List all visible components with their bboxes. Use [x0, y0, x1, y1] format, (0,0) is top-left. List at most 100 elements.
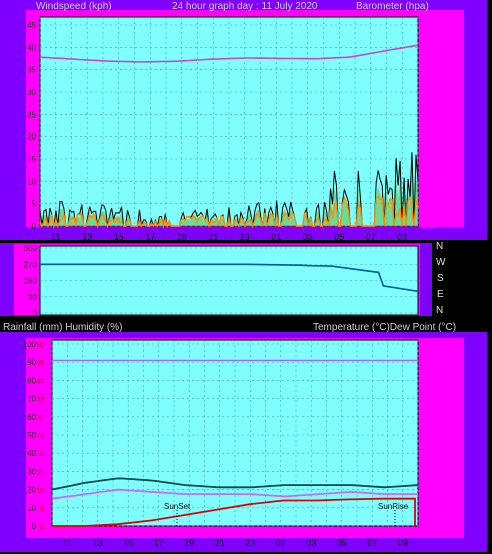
compass-n-bottom: N: [436, 305, 443, 316]
compass-e: E: [437, 289, 444, 300]
sunrise-label: SunRise: [378, 502, 409, 511]
humidity-tick-label: 50: [27, 431, 36, 440]
humidity-tick-label: 20: [27, 486, 36, 495]
barometer-axis-title: Barometer (hpa): [356, 1, 429, 12]
temperature-tick-label: 30: [426, 388, 434, 395]
windspeed-tick-label: 5: [32, 200, 37, 209]
temperature-tick-label: 35: [426, 365, 434, 372]
temperature-tick-label: 25: [426, 410, 434, 417]
top-x-tick-label: 15: [114, 232, 124, 242]
barometer-tick-label: 980: [422, 204, 434, 211]
direction-tick-label: 180: [24, 277, 38, 286]
top-plot-area: [39, 16, 419, 227]
temp-dewpoint-axis-title: Temperature (°C)Dew Point (°C): [313, 322, 456, 333]
bottom-x-tick-label: 17: [154, 538, 164, 548]
windspeed-tick-label: 15: [27, 155, 36, 164]
windspeed-tick-label: 40: [27, 43, 36, 52]
bottom-x-tick-label: 21: [215, 538, 225, 548]
rainfall-tick-label: 5: [40, 506, 44, 513]
barometer-tick-label: 1025: [422, 23, 438, 30]
wind-average-line: [39, 195, 419, 229]
humidity-tick-label: 70: [27, 395, 36, 404]
humidity-tick-label: 40: [27, 449, 36, 458]
barometer-tick-label: 975: [422, 224, 434, 231]
windspeed-tick-label: 10: [27, 177, 36, 186]
sunset-label: SunSet: [164, 502, 191, 511]
windspeed-tick-label: 45: [27, 21, 36, 30]
top-x-tick-label: 05: [334, 232, 344, 242]
rainfall-tick-label: 15: [36, 469, 44, 476]
direction-tick-label: 360: [24, 244, 38, 253]
top-x-tick-label: 17: [145, 232, 155, 242]
rainfall-tick-label: 10: [36, 488, 44, 495]
temperature-tick-label: 15: [426, 456, 434, 463]
windspeed-axis-title: Windspeed (kph): [36, 1, 112, 12]
top-x-tick-label: 11: [51, 232, 60, 242]
barometer-tick-label: 990: [422, 164, 434, 171]
rainfall-tick-label: 30: [36, 415, 44, 422]
chart-marks: [39, 44, 419, 527]
temperature-tick-label: 40: [426, 342, 434, 349]
windspeed-tick-label: 25: [27, 110, 36, 119]
humidity-tick-label: 60: [27, 413, 36, 422]
barometer-tick-label: 1005: [422, 103, 438, 110]
bottom-x-tick-label: 07: [367, 538, 377, 548]
direction-tick-label: 270: [24, 260, 38, 269]
direction-tick-label: 90: [28, 293, 37, 302]
rain-humidity-axis-title: Rainfall (mm) Humidity (%): [3, 322, 122, 333]
humidity-tick-label: 100: [23, 340, 37, 349]
top-x-tick-label: 03: [303, 232, 313, 242]
bottom-x-tick-label: 09: [398, 538, 408, 548]
barometer-tick-label: 1015: [422, 63, 438, 70]
bottom-x-tick-label: 23: [245, 538, 255, 548]
barometer-line: [39, 44, 419, 63]
rainfall-tick-label: 35: [36, 397, 44, 404]
top-x-tick-label: 09: [397, 232, 407, 242]
top-x-tick-label: 23: [240, 232, 250, 242]
bottom-x-tick-label: 01: [276, 538, 286, 548]
humidity-tick-label: 0: [32, 522, 37, 531]
bottom-plot-area: [51, 339, 419, 527]
tick-labels: 0510152025303540459759809859909951000100…: [23, 21, 438, 548]
rainfall-tick-label: 20: [36, 451, 44, 458]
temperature-tick-label: 5: [426, 501, 430, 508]
barometer-tick-label: 995: [422, 144, 434, 151]
barometer-tick-label: 1000: [422, 124, 438, 131]
direction-grid: [40, 247, 418, 314]
top-x-tick-label: 19: [177, 232, 187, 242]
direction-tick-label: 0: [33, 309, 38, 318]
bottom-x-tick-label: 11: [63, 538, 72, 548]
humidity-tick-label: 80: [27, 376, 36, 385]
humidity-tick-label: 10: [27, 504, 36, 513]
windspeed-tick-label: 0: [32, 222, 37, 231]
bottom-x-tick-label: 03: [306, 538, 316, 548]
rainfall-line: [52, 497, 416, 527]
rainfall-tick-label: 25: [36, 433, 44, 440]
bottom-x-tick-label: 13: [93, 538, 103, 548]
temperature-tick-label: 20: [426, 433, 434, 440]
compass-n-top: N: [436, 241, 443, 252]
top-x-tick-label: 21: [208, 232, 218, 242]
rainfall-tick-label: 50: [36, 342, 44, 349]
rainfall-tick-label: 45: [36, 360, 44, 367]
bottom-x-tick-label: 05: [337, 538, 347, 548]
dewpoint-line: [51, 488, 418, 500]
bottom-x-tick-label: 15: [123, 538, 133, 548]
humidity-tick-label: 30: [27, 467, 36, 476]
temperature-line: [51, 477, 419, 491]
humidity-tick-label: 90: [27, 358, 36, 367]
windspeed-tick-label: 30: [27, 88, 36, 97]
graph-title: 24 hour graph day : 11 July 2020: [172, 1, 318, 12]
top-x-tick-label: 01: [271, 232, 281, 242]
compass-s: S: [437, 273, 444, 284]
bottom-x-tick-label: 19: [184, 538, 194, 548]
barometer-tick-label: 1010: [422, 83, 438, 90]
top-x-tick-label: 07: [366, 232, 376, 242]
windspeed-tick-label: 20: [27, 133, 36, 142]
compass-w: W: [436, 257, 446, 268]
temperature-tick-label: 0: [426, 524, 430, 531]
temperature-tick-label: 10: [426, 479, 434, 486]
wind-direction-line: [40, 263, 419, 293]
